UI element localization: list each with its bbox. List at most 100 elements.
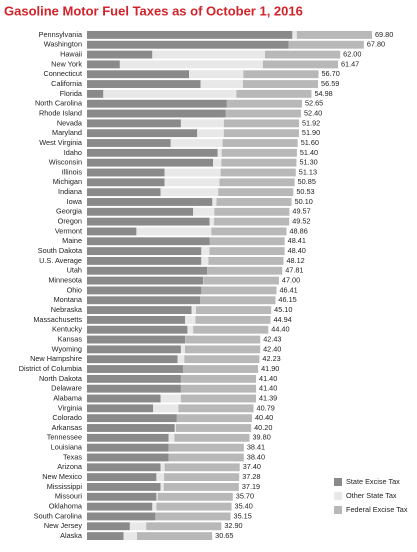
bar-segment bbox=[87, 375, 181, 383]
bar-segment bbox=[87, 267, 207, 275]
bar-segment bbox=[152, 51, 265, 59]
bar-segment bbox=[87, 414, 177, 422]
category-label: Kentucky bbox=[52, 325, 82, 334]
bar-segment bbox=[146, 522, 221, 530]
category-label: U.S. Average bbox=[39, 256, 82, 265]
bar-segment bbox=[87, 493, 156, 501]
total-label: 37.19 bbox=[242, 482, 260, 491]
bar-segment bbox=[201, 247, 209, 255]
bar-segment bbox=[160, 395, 180, 403]
bar-segment bbox=[181, 385, 256, 393]
bar-segment bbox=[289, 41, 364, 49]
category-label: Tennessee bbox=[47, 433, 82, 442]
total-label: 41.90 bbox=[261, 364, 279, 373]
bar-segment bbox=[236, 90, 311, 98]
bar-segment bbox=[87, 355, 178, 363]
legend-swatch bbox=[334, 492, 342, 500]
total-label: 40.20 bbox=[254, 423, 272, 432]
category-label: New York bbox=[51, 59, 82, 68]
bar-segment bbox=[87, 51, 152, 59]
total-label: 38.40 bbox=[247, 452, 265, 461]
bar-segment bbox=[87, 90, 103, 98]
bar-segment bbox=[165, 463, 240, 471]
bar-segment bbox=[87, 237, 210, 245]
bar-segment bbox=[196, 306, 271, 314]
bar-segment bbox=[87, 31, 292, 39]
category-label: Colorado bbox=[52, 413, 82, 422]
bar-segment bbox=[265, 51, 340, 59]
bar-segment bbox=[87, 119, 181, 127]
bar-segment bbox=[87, 247, 201, 255]
bar-segment bbox=[212, 198, 216, 206]
total-label: 51.92 bbox=[302, 118, 320, 127]
bar-segment bbox=[87, 316, 185, 324]
bar-segment bbox=[87, 60, 120, 68]
bar-segment bbox=[185, 316, 195, 324]
bar-segment bbox=[193, 208, 214, 216]
bar-segment bbox=[87, 149, 218, 157]
total-label: 32.90 bbox=[224, 521, 242, 530]
category-label: Arizona bbox=[57, 462, 83, 471]
bar-segment bbox=[189, 70, 243, 78]
total-label: 48.40 bbox=[288, 246, 306, 255]
bar-segment bbox=[87, 188, 160, 196]
total-label: 41.40 bbox=[259, 374, 277, 383]
bar-segment bbox=[243, 80, 318, 88]
category-label: Alabama bbox=[53, 393, 83, 402]
category-label: Virginia bbox=[58, 403, 83, 412]
bar-segment bbox=[87, 286, 201, 294]
total-label: 48.86 bbox=[290, 226, 308, 235]
category-label: Utah bbox=[67, 266, 82, 275]
total-label: 50.85 bbox=[298, 177, 316, 186]
bar-segment bbox=[174, 434, 249, 442]
category-label: Connecticut bbox=[43, 69, 82, 78]
bar-segment bbox=[213, 159, 221, 167]
bar-segment bbox=[221, 169, 296, 177]
bar-segment bbox=[137, 532, 212, 540]
bar-segment bbox=[178, 404, 253, 412]
bar-segment bbox=[184, 355, 259, 363]
bar-segment bbox=[195, 316, 270, 324]
chart-title: Gasoline Motor Fuel Taxes as of October … bbox=[4, 3, 303, 18]
category-label: Texas bbox=[63, 452, 82, 461]
bar-segment bbox=[87, 198, 212, 206]
bar-segment bbox=[226, 110, 301, 118]
total-label: 42.23 bbox=[262, 354, 280, 363]
bar-segment bbox=[87, 159, 213, 167]
legend-label: Federal Excise Tax bbox=[346, 505, 408, 514]
bar-segment bbox=[197, 129, 224, 137]
category-label: Washington bbox=[44, 40, 82, 49]
bar-segment bbox=[211, 228, 286, 236]
bar-segment bbox=[201, 80, 243, 88]
total-label: 51.30 bbox=[299, 158, 317, 167]
bar-segment bbox=[222, 149, 297, 157]
bar-segment bbox=[87, 208, 193, 216]
bar-segment bbox=[87, 522, 130, 530]
total-label: 44.94 bbox=[273, 315, 291, 324]
bar-segment bbox=[156, 503, 231, 511]
total-label: 40.79 bbox=[257, 403, 275, 412]
category-label: West Virginia bbox=[39, 138, 83, 147]
bar-segment bbox=[156, 473, 164, 481]
bar-segment bbox=[201, 286, 276, 294]
bar-segment bbox=[181, 119, 224, 127]
total-label: 61.47 bbox=[341, 59, 359, 68]
bar-segment bbox=[297, 31, 372, 39]
total-label: 44.40 bbox=[271, 325, 289, 334]
total-label: 49.52 bbox=[292, 217, 310, 226]
category-label: Rhode Island bbox=[39, 108, 82, 117]
bar-segment bbox=[87, 532, 124, 540]
total-label: 35.15 bbox=[234, 511, 252, 520]
total-label: 51.13 bbox=[299, 167, 317, 176]
total-label: 69.80 bbox=[375, 30, 393, 39]
category-label: Wyoming bbox=[52, 344, 82, 353]
bar-segment bbox=[221, 159, 296, 167]
bar-segment bbox=[87, 404, 153, 412]
category-label: Alaska bbox=[60, 531, 83, 540]
bar-segment bbox=[177, 414, 252, 422]
bar-segment bbox=[87, 178, 165, 186]
bar-segment bbox=[224, 119, 299, 127]
category-label: Oregon bbox=[58, 217, 82, 226]
category-label: Iowa bbox=[67, 197, 83, 206]
